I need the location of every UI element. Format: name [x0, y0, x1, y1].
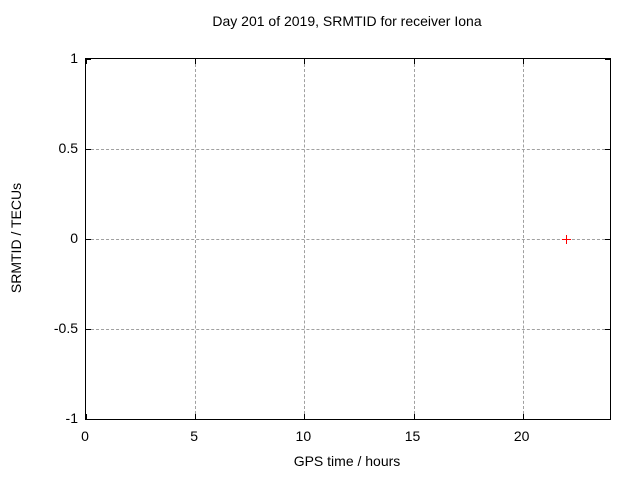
x-tick-mark-bottom: [522, 414, 524, 419]
y-axis-label: SRMTID / TECUs: [8, 182, 24, 294]
y-tick-mark-left: [86, 149, 91, 150]
y-tick-mark-right: [605, 239, 610, 240]
chart-title: Day 201 of 2019, SRMTID for receiver Ion…: [212, 13, 482, 29]
x-tick-mark-top: [86, 59, 87, 64]
y-tick-label: 0: [70, 230, 78, 246]
y-tick-mark-left: [86, 329, 91, 330]
y-tick-label: -1: [65, 410, 78, 426]
plot-area: [85, 58, 611, 420]
y-tick-mark-left: [86, 419, 91, 420]
y-tick-mark-right: [605, 419, 610, 420]
data-point-marker: [566, 234, 568, 244]
x-tick-mark-top: [522, 59, 524, 64]
x-tick-mark-bottom: [413, 414, 415, 419]
y-grid-line: [86, 329, 610, 330]
x-tick-mark-top: [304, 59, 306, 64]
y-tick-mark-left: [86, 59, 91, 60]
x-tick-mark-bottom: [195, 414, 197, 419]
y-tick-mark-right: [605, 149, 610, 150]
y-tick-mark-right: [605, 59, 610, 60]
x-tick-label: 20: [513, 428, 530, 444]
x-axis-label: GPS time / hours: [293, 453, 401, 469]
x-tick-label: 0: [81, 428, 89, 444]
x-tick-label: 5: [190, 428, 199, 444]
x-tick-mark-top: [195, 59, 197, 64]
x-tick-mark-bottom: [86, 414, 87, 419]
x-tick-label: 10: [295, 428, 312, 444]
y-tick-mark-left: [86, 239, 91, 240]
y-tick-label: -0.5: [53, 320, 78, 336]
y-tick-label: 0.5: [58, 140, 78, 156]
x-tick-mark-top: [413, 59, 415, 64]
y-tick-mark-right: [605, 329, 610, 330]
x-tick-label: 15: [404, 428, 421, 444]
y-grid-line: [86, 239, 610, 240]
x-tick-mark-bottom: [304, 414, 306, 419]
y-grid-line: [86, 149, 610, 150]
y-tick-label: 1: [70, 50, 78, 66]
